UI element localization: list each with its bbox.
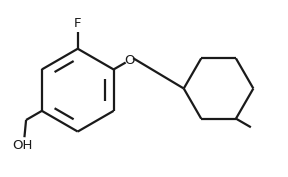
Text: OH: OH [13, 139, 33, 152]
Text: F: F [74, 17, 82, 30]
Text: O: O [124, 54, 134, 67]
